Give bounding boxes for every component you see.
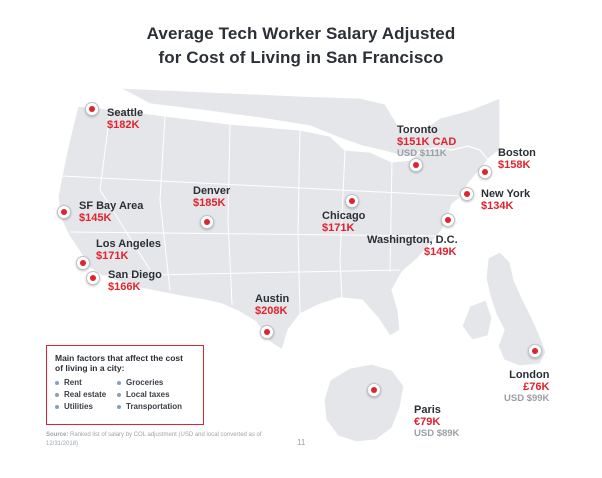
cost-factors-title: Main factors that affect the cost of liv… [55,353,183,373]
city-name: SF Bay Area [79,200,144,212]
city-name: Toronto [397,124,438,136]
marker-austin[interactable] [260,325,274,339]
city-salary: $151K CAD [397,136,457,148]
page-number: 11 [297,438,306,447]
factor-item: Utilities [55,401,117,412]
title-line-2: for Cost of Living in San Francisco [158,48,444,67]
marker-denver[interactable] [200,215,214,229]
uk-landmass [485,251,547,367]
city-name: Austin [255,293,290,305]
label-seattle: Seattle $182K [107,107,143,131]
label-london: London £76K USD $99K [504,369,549,405]
city-salary: $171K [96,250,129,262]
city-salary: $145K [79,212,112,224]
marker-chicago[interactable] [345,194,359,208]
city-salary-usd: USD $89K [414,428,460,439]
cost-factors-list: Rent Groceries Real estate Local taxes U… [55,377,195,412]
city-name: London [509,369,550,381]
label-san-diego: San Diego $166K [108,269,162,293]
ireland-landmass [461,299,493,341]
source-text: Ranked list of salary by COL adjustment … [46,432,262,447]
city-name: Paris [414,404,441,416]
label-paris: Paris €79K USD $89K [414,404,459,440]
label-chicago: Chicago $171K [322,210,365,234]
city-name: Chicago [322,210,366,222]
france-landmass [323,363,405,443]
factor-item: Local taxes [117,389,197,400]
label-new-york: New York $134K [481,188,530,212]
title-line-1: Average Tech Worker Salary Adjusted [146,24,456,43]
page-title: Average Tech Worker Salary Adjusted for … [0,22,602,70]
marker-toronto[interactable] [409,158,423,172]
city-name: Boston [498,147,536,159]
city-salary: $149K [424,246,457,258]
city-salary-usd: USD $99K [504,393,550,404]
city-name: New York [481,188,531,200]
source-note: Source: Ranked list of salary by COL adj… [46,431,266,449]
city-name: Washington, D.C. [367,234,458,246]
city-name: Los Angeles [96,238,161,250]
city-salary: $185K [193,197,226,209]
marker-new-york[interactable] [460,187,474,201]
label-toronto: Toronto $151K CAD USD $111K [397,124,456,160]
city-salary: $171K [322,222,355,234]
marker-los-angeles[interactable] [76,256,90,270]
city-salary: $182K [107,119,140,131]
city-salary: €79K [414,416,441,428]
label-sf-bay-area: SF Bay Area $145K [79,200,143,224]
marker-london[interactable] [528,344,542,358]
label-boston: Boston $158K [498,147,536,171]
marker-paris[interactable] [367,383,381,397]
label-los-angeles: Los Angeles $171K [96,238,161,262]
city-name: Denver [193,185,231,197]
city-salary: £76K [523,381,550,393]
city-salary: $166K [108,281,141,293]
label-washington-dc: Washington, D.C. $149K [367,234,458,258]
factor-item: Real estate [55,389,117,400]
city-salary: $134K [481,200,514,212]
marker-washington-dc[interactable] [441,213,455,227]
factor-item: Transportation [117,401,197,412]
city-name: Seattle [107,107,144,119]
marker-sf-bay-area[interactable] [57,205,71,219]
label-austin: Austin $208K [255,293,289,317]
marker-boston[interactable] [478,165,492,179]
city-salary: $158K [498,159,531,171]
city-salary: $208K [255,305,288,317]
city-name: San Diego [108,269,162,281]
cost-factors-box: Main factors that affect the cost of liv… [46,345,204,425]
marker-san-diego[interactable] [86,271,100,285]
label-denver: Denver $185K [193,185,230,209]
factor-item: Groceries [117,377,197,388]
city-salary-usd: USD $111K [397,148,447,159]
marker-seattle[interactable] [85,102,99,116]
source-label: Source: [46,432,69,438]
factor-item: Rent [55,377,117,388]
